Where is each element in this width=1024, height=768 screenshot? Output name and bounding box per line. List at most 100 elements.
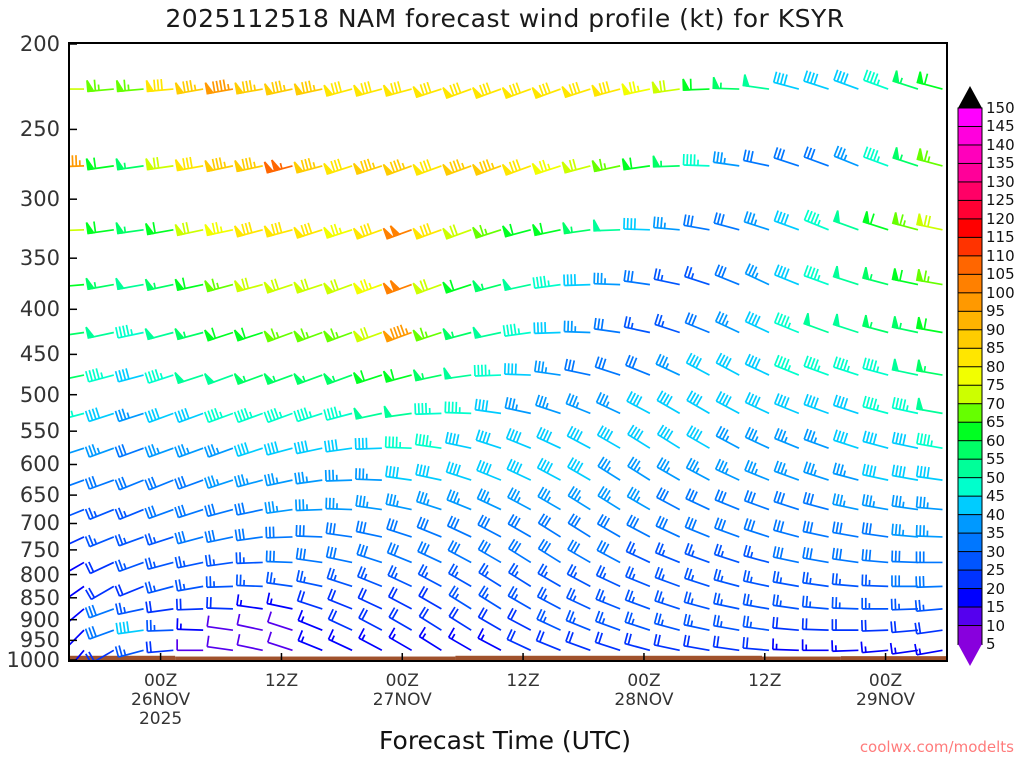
wind-barb (803, 461, 829, 481)
wind-barb (323, 158, 353, 175)
wind-barb (594, 356, 621, 376)
wind-barb (744, 263, 770, 286)
wind-barb (507, 513, 532, 538)
wind-barb (916, 71, 943, 90)
x-axis-tick-2: 00Z 27NOV (373, 672, 432, 710)
colorbar-tick-120: 120 (986, 209, 1015, 228)
wind-barb (265, 550, 293, 564)
wind-barb (744, 459, 770, 481)
wind-barb (174, 328, 204, 341)
wind-barb (654, 566, 680, 588)
wind-barb (145, 156, 174, 171)
terrain-fill (70, 655, 946, 660)
wind-barb (624, 589, 651, 610)
wind-barb (176, 618, 204, 632)
wind-barb (626, 391, 651, 415)
wind-barb (831, 619, 859, 632)
y-axis-tick-750: 750 (19, 537, 60, 562)
wind-barb (442, 328, 472, 341)
wind-barb (627, 424, 651, 449)
wind-barb (234, 528, 263, 542)
wind-barb (653, 633, 680, 652)
wind-barb (145, 222, 174, 236)
wind-barb (533, 322, 561, 335)
wind-barb (352, 370, 383, 385)
wind-barb (596, 425, 621, 449)
wind-barb (833, 69, 859, 90)
wind-barb (742, 149, 770, 167)
wind-barb (293, 80, 323, 96)
colorbar-band-125 (957, 181, 983, 202)
wind-barb (84, 625, 115, 640)
wind-barb (802, 546, 829, 564)
wind-barb (476, 459, 502, 481)
wind-barb (356, 566, 383, 588)
x-tick-time: 00Z (143, 671, 178, 691)
wind-barb (832, 493, 859, 511)
wind-barb (862, 267, 889, 286)
wind-barb (115, 602, 144, 616)
wind-barb (70, 479, 85, 487)
wind-barb (355, 494, 382, 511)
wind-barb (502, 323, 531, 337)
wind-barb (685, 488, 710, 511)
wind-barb (386, 542, 412, 564)
wind-barb (233, 327, 263, 342)
wind-barb (891, 464, 919, 481)
wind-barb (236, 633, 263, 652)
wind-barb (714, 458, 740, 481)
y-axis-tick-200: 200 (19, 32, 60, 56)
wind-barb (915, 316, 943, 334)
wind-barb (743, 544, 770, 564)
wind-barb (174, 372, 204, 385)
wind-barb (502, 278, 531, 292)
wind-barb (174, 277, 204, 292)
wind-barb (114, 559, 144, 573)
wind-barb (563, 274, 591, 287)
wind-barb (325, 522, 353, 538)
x-axis-tick-5: 12Z (748, 672, 781, 691)
y-axis-tick-400: 400 (19, 297, 60, 322)
wind-barb (683, 265, 710, 286)
wind-barb (742, 74, 770, 90)
wind-barb (174, 156, 204, 172)
colorbar-tick-30: 30 (986, 542, 1006, 561)
wind-barb (831, 547, 859, 564)
wind-barb (70, 629, 85, 646)
y-axis-tick-900: 900 (19, 607, 60, 632)
wind-barb (712, 635, 740, 652)
wind-barb (114, 368, 144, 383)
y-axis-tick-700: 700 (19, 511, 60, 536)
wind-barb (626, 514, 651, 538)
wind-barb (772, 570, 799, 588)
wind-barb (84, 507, 115, 521)
wind-barb (86, 79, 114, 93)
wind-barb (656, 424, 681, 449)
wind-barb (915, 551, 943, 564)
wind-barb (567, 539, 591, 564)
wind-barb (742, 637, 770, 652)
wind-barb (293, 278, 323, 294)
wind-barb (832, 429, 859, 450)
wind-barb (442, 159, 472, 176)
wind-barb (144, 443, 174, 458)
wind-barb (145, 601, 174, 614)
wind-barb (85, 221, 114, 235)
wind-barb (567, 457, 591, 481)
wind-barb (743, 490, 770, 511)
x-tick-time: 12Z (748, 671, 782, 691)
wind-barb (85, 157, 114, 171)
wind-barb (802, 520, 829, 538)
wind-barb (263, 473, 293, 487)
wind-barb (773, 490, 800, 511)
colorbar-band-90 (957, 310, 983, 331)
wind-barb (831, 640, 859, 653)
wind-barb (323, 439, 353, 453)
colorbar-band-70 (957, 384, 983, 405)
wind-barb (714, 517, 740, 538)
wind-barb (744, 311, 770, 334)
plot-area (68, 42, 948, 662)
wind-barb (234, 502, 263, 516)
y-axis-tick-850: 850 (19, 585, 60, 610)
wind-barb (596, 513, 621, 538)
